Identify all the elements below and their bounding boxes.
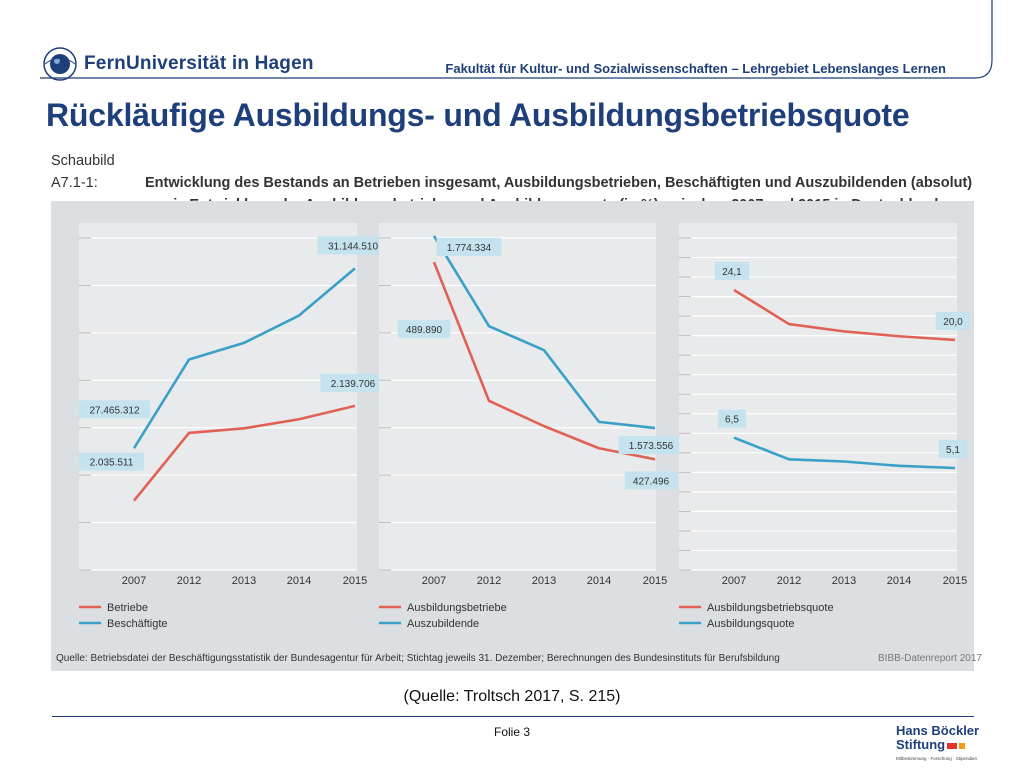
- data-label-ausbildungsbetriebsquote-0: 24,1: [722, 267, 742, 278]
- data-label-ausbildungsquote-0: 6,5: [725, 415, 739, 426]
- footer-divider: [52, 716, 974, 717]
- boeckler-logo: Hans Böckler Stiftung Mitbestimmung · Fo…: [896, 724, 979, 766]
- panel-1-xtick-2013: 2013: [232, 575, 256, 587]
- fernuni-logo-icon: [43, 47, 77, 81]
- legend-label-auszubildende: Auszubildende: [407, 618, 479, 630]
- panel-3-xtick-2007: 2007: [722, 575, 746, 587]
- panel-2-plot: [379, 223, 656, 570]
- panel-1-xtick-2014: 2014: [287, 575, 311, 587]
- data-label-ausbildungsbetriebsquote-0-box: [714, 261, 750, 280]
- panel-3-plot: [679, 223, 957, 570]
- brand-tagline: Mitbestimmung · Forschung · Stipendien: [896, 756, 978, 761]
- figure-source: Quelle: Betriebsdatei der Beschäftigungs…: [56, 653, 780, 664]
- data-label-ausbildungsbetriebe-4-box: [624, 471, 678, 490]
- data-label-betriebe-4: 2.139.706: [331, 379, 376, 390]
- panel-2-xtick-2015: 2015: [643, 575, 667, 587]
- chart-area: 2007 2012 2013 2014 2015 2.035.511 2.139.706 Be…: [79, 223, 971, 630]
- panel-3-xtick-2014: 2014: [887, 575, 911, 587]
- slide-number: Folie 3: [493, 725, 531, 739]
- data-label-beschäftigte-4-box: [317, 236, 389, 255]
- slide-title: Rückläufige Ausbildungs- und Ausbildungs…: [46, 97, 910, 133]
- panel-1-xtick-2012: 2012: [177, 575, 201, 587]
- university-logo: FernUniversität in Hagen: [42, 46, 314, 82]
- panel-3-xtick-2015: 2015: [943, 575, 967, 587]
- data-label-beschäftigte-0: 27.465.312: [89, 405, 139, 416]
- panel-3-xtick-2012: 2012: [777, 575, 801, 587]
- brand-line2: Stiftung: [896, 737, 946, 752]
- legend-label-ausbildungsbetriebe: Ausbildungsbetriebe: [407, 602, 507, 614]
- data-label-ausbildungsquote-4: 5,1: [946, 445, 960, 456]
- data-label-ausbildungsbetriebsquote-4-box: [935, 311, 971, 330]
- brand-bar-orange-icon: [959, 742, 966, 749]
- figure-title-line1: Entwicklung des Bestands an Betrieben in…: [145, 175, 973, 191]
- logo-text: FernUniversität in Hagen: [84, 53, 314, 74]
- data-label-betriebe-0-box: [79, 452, 144, 471]
- figure-credit: BIBB-Datenreport 2017: [878, 653, 982, 664]
- brand-bar-red-icon: [947, 742, 958, 749]
- data-label-betriebe-0: 2.035.511: [90, 458, 134, 469]
- data-label-ausbildungsquote-0-box: [717, 409, 747, 428]
- panel-2-xtick-2012: 2012: [477, 575, 501, 587]
- data-label-auszubildende-0: 1.774.334: [447, 243, 492, 254]
- data-label-auszubildende-4: 1.573.556: [629, 441, 674, 452]
- panel-1-xtick-2015: 2015: [343, 575, 367, 587]
- panel-3-xtick-2013: 2013: [832, 575, 856, 587]
- legend-label-ausbildungsquote: Ausbildungsquote: [707, 618, 794, 630]
- panel-2-xtick-2013: 2013: [532, 575, 556, 587]
- panel-2-xtick-2014: 2014: [587, 575, 611, 587]
- data-label-auszubildende-0-box: [436, 237, 502, 256]
- brand-line1: Hans Böckler: [896, 723, 980, 738]
- faculty-label: Fakultät für Kultur- und Sozialwissensch…: [445, 61, 946, 76]
- data-label-ausbildungsbetriebe-0: 489.890: [406, 325, 443, 336]
- legend-label-beschäftigte: Beschäftigte: [107, 618, 168, 630]
- panel-1-plot: [79, 223, 357, 570]
- data-label-ausbildungsbetriebsquote-4: 20,0: [943, 317, 963, 328]
- figure-label: Schaubild A7.1-1:: [51, 153, 115, 191]
- data-label-betriebe-4-box: [320, 373, 386, 392]
- quote-source: (Quelle: Troltsch 2017, S. 215): [403, 688, 621, 705]
- data-label-beschäftigte-4: 31.144.510: [328, 241, 378, 252]
- panel-2-xtick-2007: 2007: [422, 575, 446, 587]
- data-label-auszubildende-4-box: [618, 436, 684, 455]
- data-label-ausbildungsbetriebe-0-box: [397, 320, 451, 339]
- data-label-ausbildungsbetriebe-4: 427.496: [633, 476, 670, 487]
- legend-label-betriebe: Betriebe: [107, 602, 148, 614]
- legend-label-ausbildungsbetriebsquote: Ausbildungsbetriebsquote: [707, 602, 834, 614]
- data-label-ausbildungsquote-4-box: [938, 440, 968, 458]
- data-label-beschäftigte-0-box: [79, 400, 150, 419]
- panel-1-xtick-2007: 2007: [122, 575, 146, 587]
